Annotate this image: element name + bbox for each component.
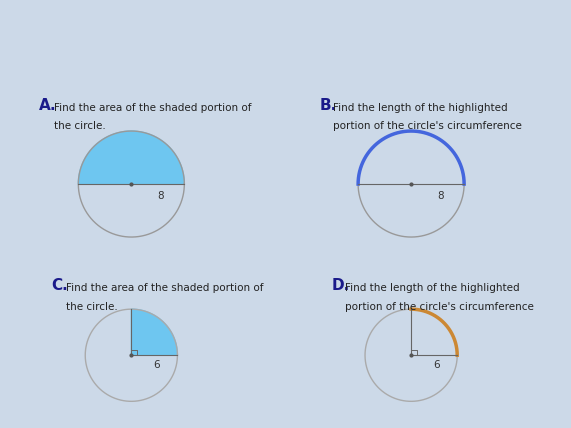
Text: 6: 6	[154, 360, 160, 370]
Text: Find the area of the shaded portion of: Find the area of the shaded portion of	[66, 283, 263, 293]
Text: portion of the circle's circumference: portion of the circle's circumference	[333, 122, 522, 131]
Text: B.: B.	[319, 98, 336, 113]
Text: Find the length of the highlighted: Find the length of the highlighted	[345, 283, 520, 293]
Text: A.: A.	[39, 98, 57, 113]
Text: Find the area of the shaded portion of: Find the area of the shaded portion of	[54, 103, 251, 113]
Text: 8: 8	[157, 191, 164, 201]
Text: Find the length of the highlighted: Find the length of the highlighted	[333, 103, 508, 113]
Text: the circle.: the circle.	[54, 122, 106, 131]
Polygon shape	[78, 131, 184, 184]
Text: D.: D.	[331, 278, 349, 293]
Text: 8: 8	[437, 191, 444, 201]
Text: the circle.: the circle.	[66, 302, 118, 312]
Polygon shape	[131, 309, 178, 355]
Text: portion of the circle's circumference: portion of the circle's circumference	[345, 302, 534, 312]
Text: 6: 6	[433, 360, 440, 370]
Text: C.: C.	[51, 278, 68, 293]
